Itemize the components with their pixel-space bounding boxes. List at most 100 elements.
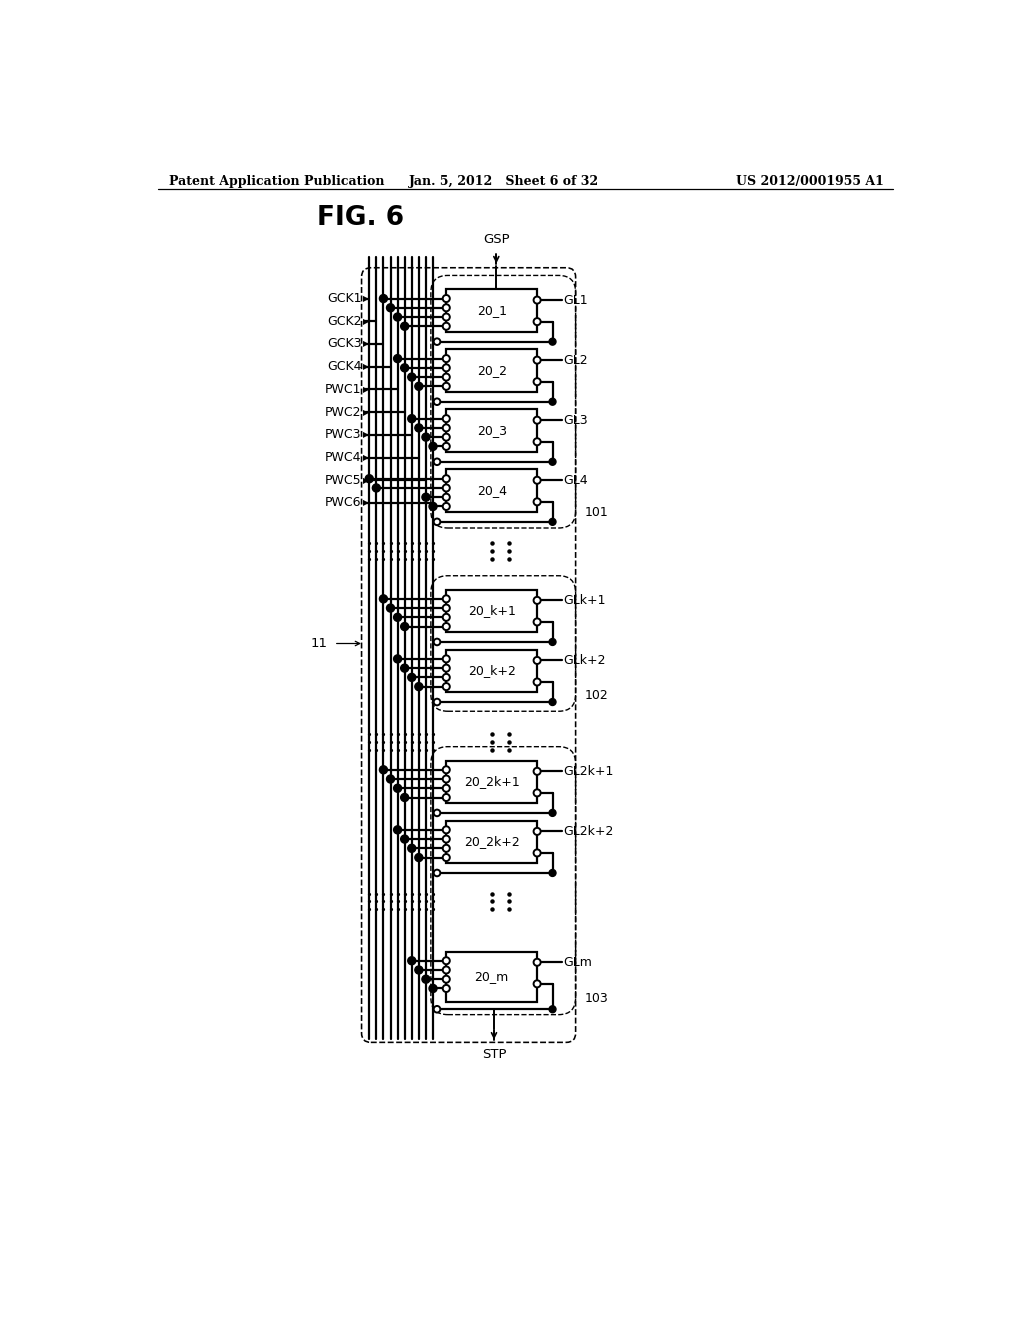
Circle shape <box>408 374 416 381</box>
Circle shape <box>442 775 450 783</box>
Text: ▶: ▶ <box>364 362 369 371</box>
Text: 11: 11 <box>310 638 328 649</box>
Circle shape <box>442 355 450 362</box>
Circle shape <box>549 809 556 816</box>
Circle shape <box>400 793 409 801</box>
Circle shape <box>442 364 450 371</box>
Circle shape <box>386 605 394 612</box>
Bar <box>446 470 538 512</box>
Circle shape <box>442 383 450 389</box>
Text: GSP: GSP <box>483 234 510 246</box>
Text: 20_3: 20_3 <box>477 424 507 437</box>
Circle shape <box>442 985 450 993</box>
Circle shape <box>415 854 423 862</box>
Circle shape <box>434 698 440 705</box>
Text: GCK2: GCK2 <box>327 314 361 327</box>
Text: GL2: GL2 <box>563 354 588 367</box>
Text: GL1: GL1 <box>563 293 588 306</box>
Circle shape <box>534 657 541 664</box>
Circle shape <box>415 424 423 432</box>
Text: Patent Application Publication: Patent Application Publication <box>169 176 385 189</box>
Circle shape <box>549 338 556 345</box>
Circle shape <box>366 475 374 483</box>
Circle shape <box>373 484 380 492</box>
Circle shape <box>442 966 450 974</box>
Text: GLk+2: GLk+2 <box>563 653 606 667</box>
Text: GL3: GL3 <box>563 413 588 426</box>
Circle shape <box>422 494 430 502</box>
Circle shape <box>549 458 556 465</box>
Text: PWC3: PWC3 <box>325 428 361 441</box>
Circle shape <box>408 957 416 965</box>
Circle shape <box>549 399 556 405</box>
Text: PWC6: PWC6 <box>325 496 361 510</box>
Circle shape <box>549 870 556 876</box>
Text: PWC4: PWC4 <box>325 451 361 465</box>
Text: ▶: ▶ <box>364 317 369 326</box>
Circle shape <box>549 519 556 525</box>
Text: ▶: ▶ <box>364 294 369 304</box>
Text: 20_k+1: 20_k+1 <box>468 605 516 618</box>
Circle shape <box>434 870 440 876</box>
Circle shape <box>393 784 401 792</box>
Circle shape <box>393 355 401 363</box>
Circle shape <box>549 1006 556 1012</box>
Text: ▶: ▶ <box>364 453 369 462</box>
Bar <box>446 409 538 451</box>
Circle shape <box>400 364 409 372</box>
Circle shape <box>434 458 440 465</box>
Text: 20_m: 20_m <box>474 970 509 983</box>
Text: 20_2k+1: 20_2k+1 <box>464 775 519 788</box>
Circle shape <box>442 433 450 441</box>
Circle shape <box>434 338 440 345</box>
Bar <box>446 760 538 803</box>
Text: 20_k+2: 20_k+2 <box>468 664 516 677</box>
Bar <box>446 952 538 1002</box>
Circle shape <box>442 623 450 630</box>
Circle shape <box>415 682 423 690</box>
Text: Jan. 5, 2012   Sheet 6 of 32: Jan. 5, 2012 Sheet 6 of 32 <box>409 176 599 189</box>
Circle shape <box>442 442 450 450</box>
Bar <box>446 821 538 863</box>
Circle shape <box>534 318 541 325</box>
Text: GCK1: GCK1 <box>327 292 361 305</box>
Circle shape <box>400 322 409 330</box>
Circle shape <box>442 595 450 602</box>
Bar <box>446 649 538 692</box>
Circle shape <box>434 399 440 405</box>
Circle shape <box>442 294 450 302</box>
Circle shape <box>400 664 409 672</box>
Text: PWC5: PWC5 <box>325 474 361 487</box>
Circle shape <box>429 442 437 450</box>
Circle shape <box>534 789 541 796</box>
Text: ▶: ▶ <box>364 408 369 417</box>
Text: ▶: ▶ <box>364 430 369 440</box>
Text: GL2k+2: GL2k+2 <box>563 825 613 838</box>
Circle shape <box>408 673 416 681</box>
Circle shape <box>429 985 437 993</box>
Circle shape <box>442 664 450 672</box>
Text: US 2012/0001955 A1: US 2012/0001955 A1 <box>736 176 884 189</box>
Circle shape <box>415 966 423 974</box>
Text: GCK4: GCK4 <box>327 360 361 374</box>
Circle shape <box>534 477 541 484</box>
Circle shape <box>400 623 409 631</box>
Text: 20_2: 20_2 <box>477 364 507 378</box>
Circle shape <box>442 655 450 663</box>
Circle shape <box>442 374 450 380</box>
Circle shape <box>534 958 541 966</box>
Circle shape <box>534 618 541 626</box>
Text: ▶: ▶ <box>364 499 369 507</box>
Circle shape <box>442 414 450 422</box>
Circle shape <box>393 313 401 321</box>
Circle shape <box>442 503 450 510</box>
Text: FIG. 6: FIG. 6 <box>316 205 404 231</box>
Bar <box>446 590 538 632</box>
Text: GLk+1: GLk+1 <box>563 594 606 607</box>
Text: 101: 101 <box>585 506 608 519</box>
Text: 20_2k+2: 20_2k+2 <box>464 836 519 849</box>
Text: ▶: ▶ <box>364 339 369 348</box>
Text: 20_4: 20_4 <box>477 484 507 498</box>
Circle shape <box>422 433 430 441</box>
Circle shape <box>429 503 437 511</box>
